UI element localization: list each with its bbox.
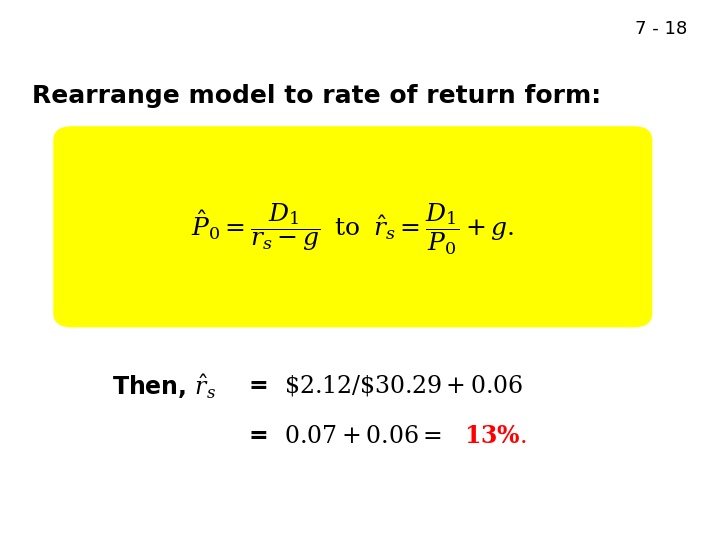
Text: $\hat{P}_0 = \dfrac{D_1}{r_s - g} \;\; \mathrm{to} \;\; \hat{r}_s = \dfrac{D_1}{: $\hat{P}_0 = \dfrac{D_1}{r_s - g} \;\; \… (191, 202, 515, 257)
Text: =  $\$2.12/\$30.29 + 0.06$: = $\$2.12/\$30.29 + 0.06$ (248, 373, 524, 397)
FancyBboxPatch shape (54, 127, 652, 327)
Text: Then, $\hat{r}_s$: Then, $\hat{r}_s$ (112, 373, 216, 401)
Text: Rearrange model to rate of return form:: Rearrange model to rate of return form: (32, 84, 601, 107)
Text: 7 - 18: 7 - 18 (635, 20, 688, 38)
Text: =  $0.07 + 0.06 = $: = $0.07 + 0.06 = $ (248, 424, 442, 448)
Text: $\mathbf{13\%}.$: $\mathbf{13\%}.$ (464, 424, 527, 448)
